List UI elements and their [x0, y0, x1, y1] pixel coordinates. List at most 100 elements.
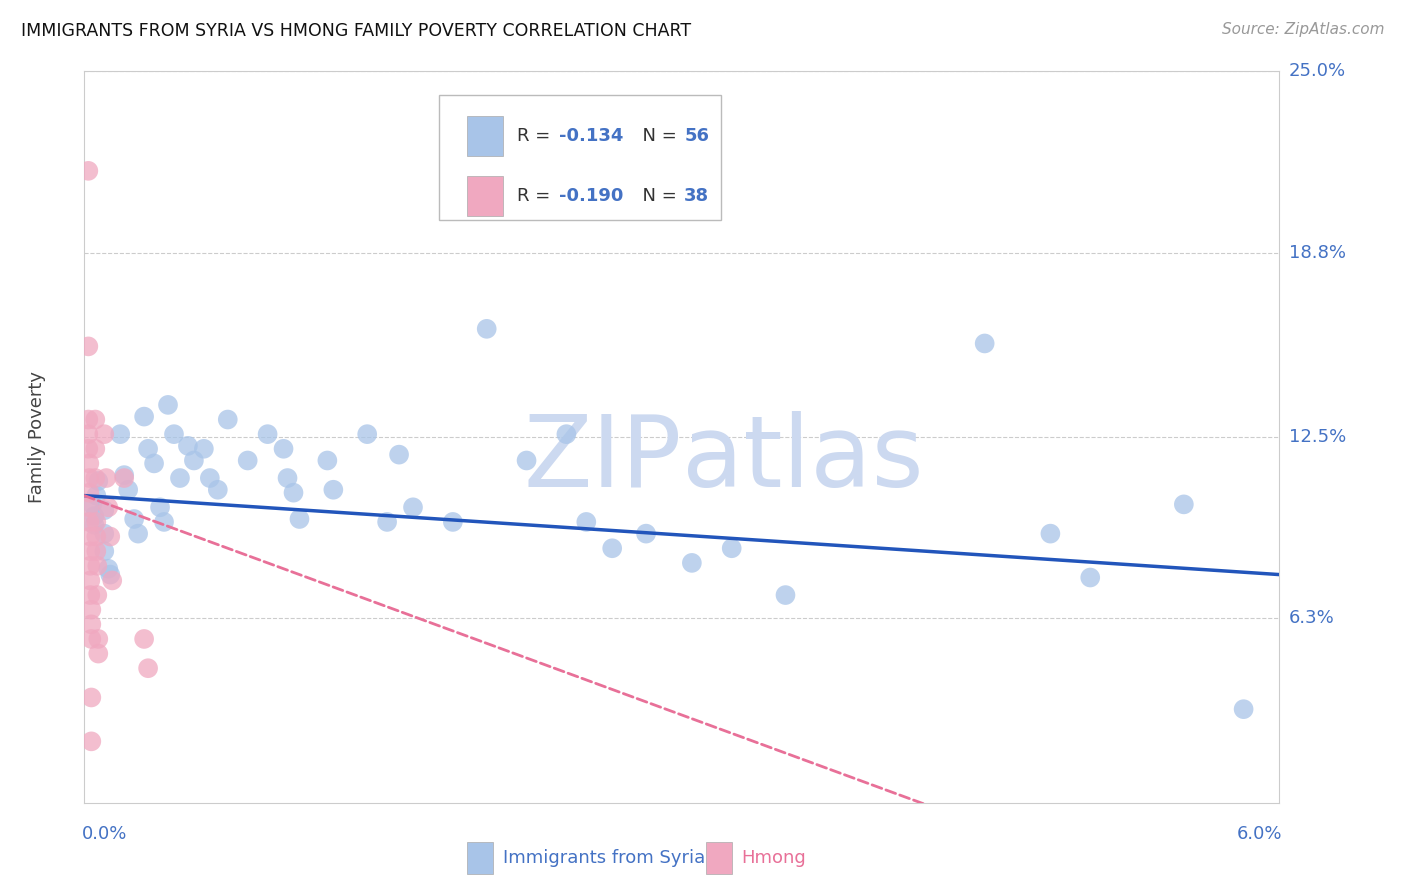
Point — [217, 412, 239, 426]
Point — [86, 558, 108, 573]
Point — [283, 485, 305, 500]
Text: 56: 56 — [685, 127, 709, 145]
Point — [322, 483, 344, 497]
Point — [97, 500, 120, 515]
Point — [77, 427, 100, 442]
Point — [143, 457, 166, 471]
Point — [273, 442, 295, 456]
Point — [153, 515, 176, 529]
Point — [236, 453, 259, 467]
Point — [149, 500, 172, 515]
Bar — [467, 116, 503, 156]
Point — [77, 164, 100, 178]
Text: Immigrants from Syria: Immigrants from Syria — [503, 848, 704, 867]
Point — [112, 468, 135, 483]
Text: 38: 38 — [685, 186, 710, 204]
Point — [136, 442, 159, 456]
Text: -0.190: -0.190 — [558, 186, 623, 204]
Point — [1039, 526, 1062, 541]
Point — [98, 567, 121, 582]
Point — [83, 509, 105, 524]
Point — [132, 632, 156, 646]
Point — [79, 558, 101, 573]
Point — [80, 603, 103, 617]
Text: N =: N = — [630, 186, 682, 204]
Point — [83, 517, 105, 532]
Point — [388, 448, 411, 462]
Point — [86, 544, 108, 558]
Point — [79, 544, 101, 558]
Point — [80, 690, 103, 705]
Bar — [467, 176, 503, 216]
Point — [288, 512, 311, 526]
Text: N =: N = — [630, 127, 682, 145]
Point — [93, 544, 115, 558]
Point — [207, 483, 229, 497]
Point — [84, 442, 107, 456]
Point — [720, 541, 742, 556]
Point — [110, 427, 132, 442]
Point — [77, 339, 100, 353]
Point — [79, 588, 101, 602]
Point — [193, 442, 215, 456]
Point — [555, 427, 578, 442]
Point — [475, 322, 498, 336]
Text: 25.0%: 25.0% — [1289, 62, 1346, 80]
Point — [79, 500, 101, 515]
Point — [177, 439, 200, 453]
Text: 6.0%: 6.0% — [1236, 825, 1282, 843]
Point — [79, 515, 101, 529]
Point — [93, 503, 115, 517]
Text: Hmong: Hmong — [742, 848, 807, 867]
Point — [79, 457, 101, 471]
Text: R =: R = — [517, 186, 555, 204]
Point — [80, 617, 103, 632]
Point — [80, 632, 103, 646]
Point — [316, 453, 339, 467]
Point — [82, 497, 104, 511]
Text: Family Poverty: Family Poverty — [28, 371, 45, 503]
Text: 0.0%: 0.0% — [82, 825, 128, 843]
Point — [157, 398, 180, 412]
Point — [79, 471, 101, 485]
Text: 6.3%: 6.3% — [1289, 609, 1334, 627]
Point — [1078, 570, 1101, 584]
Point — [277, 471, 299, 485]
Point — [775, 588, 797, 602]
Text: -0.134: -0.134 — [558, 127, 623, 145]
Point — [80, 734, 103, 748]
Text: IMMIGRANTS FROM SYRIA VS HMONG FAMILY POVERTY CORRELATION CHART: IMMIGRANTS FROM SYRIA VS HMONG FAMILY PO… — [21, 22, 692, 40]
Point — [93, 526, 115, 541]
Point — [198, 471, 221, 485]
Text: atlas: atlas — [682, 410, 924, 508]
Point — [122, 512, 145, 526]
Point — [77, 442, 100, 456]
FancyBboxPatch shape — [439, 95, 721, 219]
Point — [96, 471, 118, 485]
Text: ZIP: ZIP — [523, 410, 682, 508]
Point — [86, 530, 108, 544]
Point — [183, 453, 205, 467]
Point — [93, 427, 115, 442]
Point — [87, 647, 110, 661]
Point — [575, 515, 598, 529]
Bar — [467, 841, 494, 874]
Point — [98, 530, 121, 544]
Point — [86, 515, 108, 529]
Text: 18.8%: 18.8% — [1289, 244, 1346, 261]
Point — [84, 412, 107, 426]
Point — [375, 515, 398, 529]
Point — [79, 574, 101, 588]
Text: 12.5%: 12.5% — [1289, 428, 1347, 446]
Point — [86, 588, 108, 602]
Point — [516, 453, 538, 467]
Point — [117, 483, 139, 497]
Point — [79, 530, 101, 544]
Point — [256, 427, 278, 442]
Point — [86, 489, 108, 503]
Point — [163, 427, 186, 442]
Point — [681, 556, 703, 570]
Point — [169, 471, 191, 485]
Point — [84, 471, 107, 485]
Point — [87, 632, 110, 646]
